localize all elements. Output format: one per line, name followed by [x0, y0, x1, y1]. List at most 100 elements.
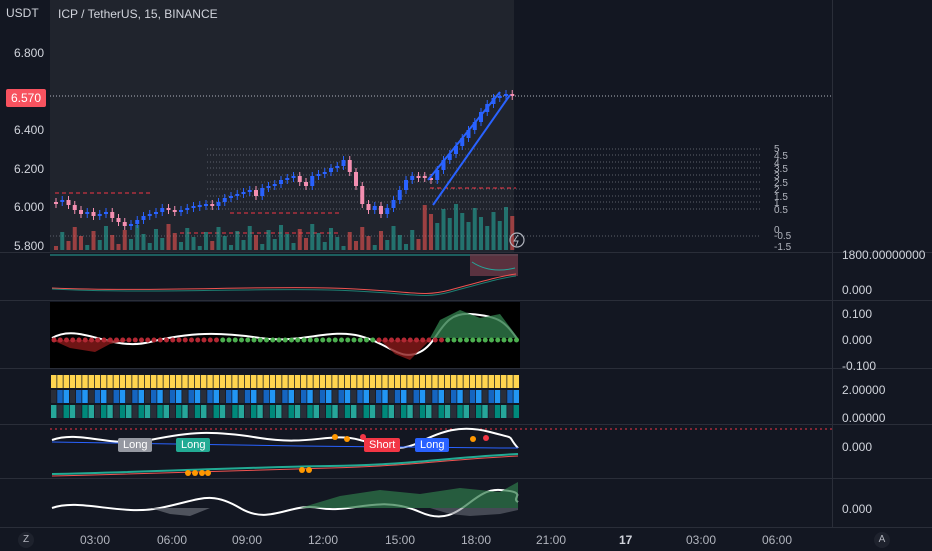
trend-cell [182, 375, 188, 388]
trend-cell [163, 390, 169, 403]
oscillator-dot [220, 337, 226, 343]
time-tick: 03:00 [686, 533, 717, 547]
trend-cell [401, 405, 407, 418]
oscillator-dot [151, 337, 157, 343]
zoom-reset-button[interactable]: Z [18, 532, 34, 548]
trend-cell [157, 405, 163, 418]
trend-cell [157, 375, 163, 388]
trend-cell [107, 375, 113, 388]
trend-cell [263, 375, 269, 388]
oscillator-dot [176, 337, 182, 343]
oscillator-dot [414, 337, 419, 343]
trend-cell [426, 390, 432, 403]
fib-level: 5 [774, 144, 780, 155]
trend-cell [176, 405, 182, 418]
trend-cell [488, 390, 494, 403]
pane-separator[interactable] [0, 424, 932, 425]
oscillator-dot [401, 337, 407, 343]
volume-bar [110, 235, 115, 250]
trend-cell [57, 390, 63, 403]
fib-level: 1 [774, 198, 780, 209]
trend-cell [176, 390, 182, 403]
trend-cell [394, 390, 401, 403]
oscillator-dot [439, 337, 444, 343]
candle [154, 212, 158, 214]
volume-bar [229, 245, 233, 250]
signal-label: Long [415, 438, 450, 452]
oscillator-dot [482, 337, 488, 343]
candle [91, 212, 96, 216]
trend-cell [307, 390, 313, 403]
trend-cell [263, 390, 269, 403]
oscillator-dot [257, 337, 263, 343]
trend-cell [182, 405, 188, 418]
pane-separator[interactable] [0, 300, 932, 301]
trend-cell [169, 390, 176, 403]
volume-bar [204, 232, 208, 250]
trend-cell [151, 390, 157, 403]
main-chart-pane[interactable]: USDT ICP / TetherUS, 15, BINANCE 6.800 6… [0, 0, 832, 253]
trend-cell [369, 375, 376, 388]
volume-bar [354, 241, 358, 250]
trend-cell [332, 375, 338, 388]
pane-separator[interactable] [0, 252, 932, 253]
trend-cell [469, 405, 476, 418]
trend-cell [63, 405, 69, 418]
trend-cell [369, 390, 376, 403]
trend-cell [313, 375, 319, 388]
trend-cell [76, 375, 82, 388]
candle [72, 205, 77, 210]
candle [454, 146, 458, 154]
oscillator-dot [89, 337, 94, 343]
volume-bar [479, 217, 483, 250]
candle [366, 204, 371, 210]
trend-cell [332, 390, 338, 403]
trend-cell [88, 405, 94, 418]
time-axis[interactable]: Z 03:00 06:00 09:00 12:00 15:00 18:00 21… [0, 527, 932, 551]
oscillator-dot [314, 337, 319, 343]
candle [210, 204, 215, 206]
oscillator-dot [426, 337, 432, 343]
volume-bar [54, 246, 58, 250]
candle [335, 166, 340, 168]
fib-level: 0 [774, 225, 780, 236]
oscillator-dot [276, 337, 282, 343]
trend-cell [144, 390, 151, 403]
volume-bar [404, 244, 408, 250]
trend-cell [101, 375, 107, 388]
trend-cell [138, 405, 144, 418]
trend-cell [188, 405, 194, 418]
oscillator-dot [189, 337, 194, 343]
trend-cell [319, 375, 326, 388]
candle [197, 205, 202, 207]
oscillator-dot [170, 337, 176, 343]
oscillator-dot [214, 337, 219, 343]
trend-cell [163, 375, 169, 388]
candle [129, 224, 133, 226]
trend-cell [257, 375, 263, 388]
trend-cell [251, 390, 257, 403]
time-tick: 12:00 [308, 533, 339, 547]
oscillator-dot [245, 337, 251, 343]
trend-cell [82, 390, 88, 403]
trend-cell [282, 390, 288, 403]
pane-separator[interactable] [0, 478, 932, 479]
trend-cell [151, 405, 157, 418]
oscillator-dot [251, 337, 257, 343]
pane-separator[interactable] [0, 368, 932, 369]
auto-scale-button[interactable]: A [874, 532, 890, 548]
volume-bar [235, 231, 240, 250]
oscillator-dot [495, 337, 501, 343]
symbol-title[interactable]: ICP / TetherUS, 15, BINANCE [58, 7, 218, 21]
trend-cell [482, 375, 488, 388]
trend-cell [513, 390, 519, 403]
trend-cell [194, 405, 201, 418]
candle [104, 212, 108, 214]
trend-cell [469, 390, 476, 403]
trend-cell [301, 405, 307, 418]
trend-cell [457, 405, 463, 418]
trend-cell [376, 405, 382, 418]
trend-cell [232, 390, 238, 403]
trend-cell [119, 405, 126, 418]
trend-cell [288, 390, 294, 403]
